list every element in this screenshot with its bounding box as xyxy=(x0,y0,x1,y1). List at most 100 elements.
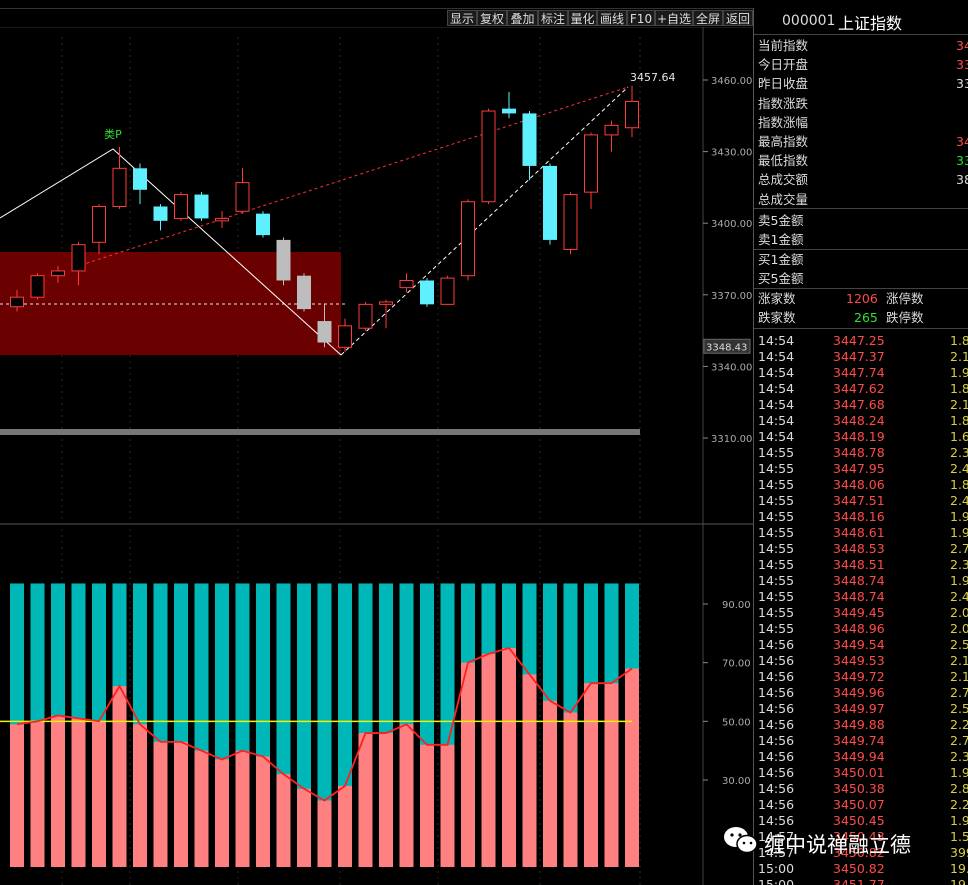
tick-volume: 1.9 xyxy=(950,509,968,524)
tick-price: 3449.94 xyxy=(833,749,885,764)
indicator-bar xyxy=(297,583,311,867)
toolbar-button-7[interactable]: +自选 xyxy=(655,10,693,26)
quote-value: 33 xyxy=(956,76,968,92)
candle xyxy=(584,132,598,209)
toolbar-button-3[interactable]: 标注 xyxy=(538,10,568,26)
candle xyxy=(297,273,311,312)
indicator-bar xyxy=(215,583,229,867)
up-count-label: 涨家数 xyxy=(758,291,796,306)
indicator-bar xyxy=(112,583,127,867)
tick-price: 3451.77 xyxy=(833,877,885,885)
toolbar-button-5[interactable]: 画线 xyxy=(597,10,627,26)
indicator-bar xyxy=(543,583,557,867)
toolbar-button-6[interactable]: F10 xyxy=(627,10,655,26)
quote-label: 指数涨幅 xyxy=(758,114,809,130)
tick-row: 14:56 3450.01 1.9 xyxy=(758,765,968,781)
quote-label: 昨日收盘 xyxy=(758,76,809,92)
tick-time: 14:56 xyxy=(758,797,795,812)
quote-row: 指数涨跌 xyxy=(758,94,968,113)
tick-time: 14:56 xyxy=(758,701,795,716)
tick-volume: 2.0 xyxy=(950,621,968,636)
kline-chart[interactable]: 类P 3457.64 3460.00 3430.00 3400.00 3370.00 334… xyxy=(0,27,753,885)
tick-price: 3450.07 xyxy=(833,797,885,812)
indicator-bar xyxy=(338,583,352,867)
tick-time: 14:55 xyxy=(758,541,795,556)
tick-price: 3449.74 xyxy=(833,733,885,748)
candle xyxy=(481,108,496,205)
tick-row: 14:55 3447.95 2.4 xyxy=(758,461,968,477)
tick-time: 14:55 xyxy=(758,525,795,540)
order-row: 买1金额 xyxy=(758,250,968,269)
indicator-bar-bottom xyxy=(153,741,168,867)
indicator-bar-bottom xyxy=(10,724,24,867)
quote-panel: 000001 上证指数 当前指数 34 今日开盘 33 昨日收盘 33 指数涨跌指数涨幅最高… xyxy=(753,8,968,885)
candle-body xyxy=(481,110,496,203)
tick-price: 3448.19 xyxy=(833,429,885,444)
candle-body xyxy=(379,301,393,305)
tick-price: 3449.72 xyxy=(833,669,885,684)
toolbar-button-1[interactable]: 复权 xyxy=(477,10,507,26)
candle-body xyxy=(420,280,434,305)
indicator-bar xyxy=(604,583,619,867)
candle-body xyxy=(10,296,24,308)
toolbar-button-0[interactable]: 显示 xyxy=(447,10,477,26)
candle-body xyxy=(522,113,537,166)
indicator-bar xyxy=(461,583,475,867)
order-label: 买1金额 xyxy=(758,252,804,267)
candle xyxy=(420,278,434,307)
tick-time: 15:00 xyxy=(758,861,795,876)
tick-price: 3450.38 xyxy=(833,781,885,796)
tick-price: 3450.82 xyxy=(833,861,885,876)
tick-price: 3448.96 xyxy=(833,621,885,636)
tick-row: 14:55 3448.16 1.9 xyxy=(758,509,968,525)
candle xyxy=(502,91,516,119)
candle-body xyxy=(215,217,229,222)
candle-body xyxy=(153,206,168,221)
indicator-bar-bottom xyxy=(317,800,332,867)
indicator-bar xyxy=(235,583,250,867)
indicator-bar xyxy=(563,583,578,867)
tick-volume: 2.7 xyxy=(950,541,968,556)
tick-price: 3448.74 xyxy=(833,573,885,588)
indicator-bar xyxy=(194,583,209,867)
indicator-bar xyxy=(174,583,188,867)
toolbar-button-4[interactable]: 量化 xyxy=(568,10,597,26)
tick-price: 3449.97 xyxy=(833,701,885,716)
indicator-bar xyxy=(379,583,393,867)
tick-row: 14:57 3450.82 399 xyxy=(758,845,968,861)
tick-price: 3448.53 xyxy=(833,541,885,556)
tick-volume: 2.3 xyxy=(950,749,968,764)
tick-time: 14:56 xyxy=(758,685,795,700)
toolbar-button-9[interactable]: 返回 xyxy=(723,10,753,26)
quote-row: 最低指数 33 xyxy=(758,151,968,170)
stock-name: 上证指数 xyxy=(838,14,903,33)
toolbar-button-2[interactable]: 叠加 xyxy=(507,10,538,26)
tick-row: 14:55 3448.51 2.3 xyxy=(758,557,968,573)
indicator-bar xyxy=(10,583,24,867)
quote-value: 33 xyxy=(956,57,968,73)
indicator-bar-bottom xyxy=(604,683,619,867)
tick-time: 14:54 xyxy=(758,349,795,364)
indicator-bar-bottom xyxy=(92,721,106,867)
tick-price: 3450.01 xyxy=(833,765,885,780)
indicator-bar-bottom xyxy=(194,750,209,867)
tick-price: 3447.95 xyxy=(833,461,885,476)
tick-row: 14:54 3448.24 1.8 xyxy=(758,413,968,429)
tick-price: 3449.54 xyxy=(833,637,885,652)
candle xyxy=(461,199,475,281)
indicator-bar xyxy=(276,583,291,867)
tick-price: 3447.37 xyxy=(833,349,885,364)
current-price-box xyxy=(703,338,751,354)
indicator-bar xyxy=(440,583,455,867)
limit-down-label: 跌停数 xyxy=(886,310,924,325)
candle-body xyxy=(297,275,311,310)
tick-price: 3448.61 xyxy=(833,525,885,540)
candle xyxy=(522,111,537,181)
quote-label: 指数涨跌 xyxy=(758,95,809,111)
toolbar-button-8[interactable]: 全屏 xyxy=(693,10,723,26)
candle-body xyxy=(543,165,557,240)
price-axis-label: 3430.00 xyxy=(711,148,752,159)
indicator-bar-bottom xyxy=(174,741,188,867)
order-row: 买5金额 xyxy=(758,269,968,288)
indicator-bar xyxy=(256,583,270,867)
